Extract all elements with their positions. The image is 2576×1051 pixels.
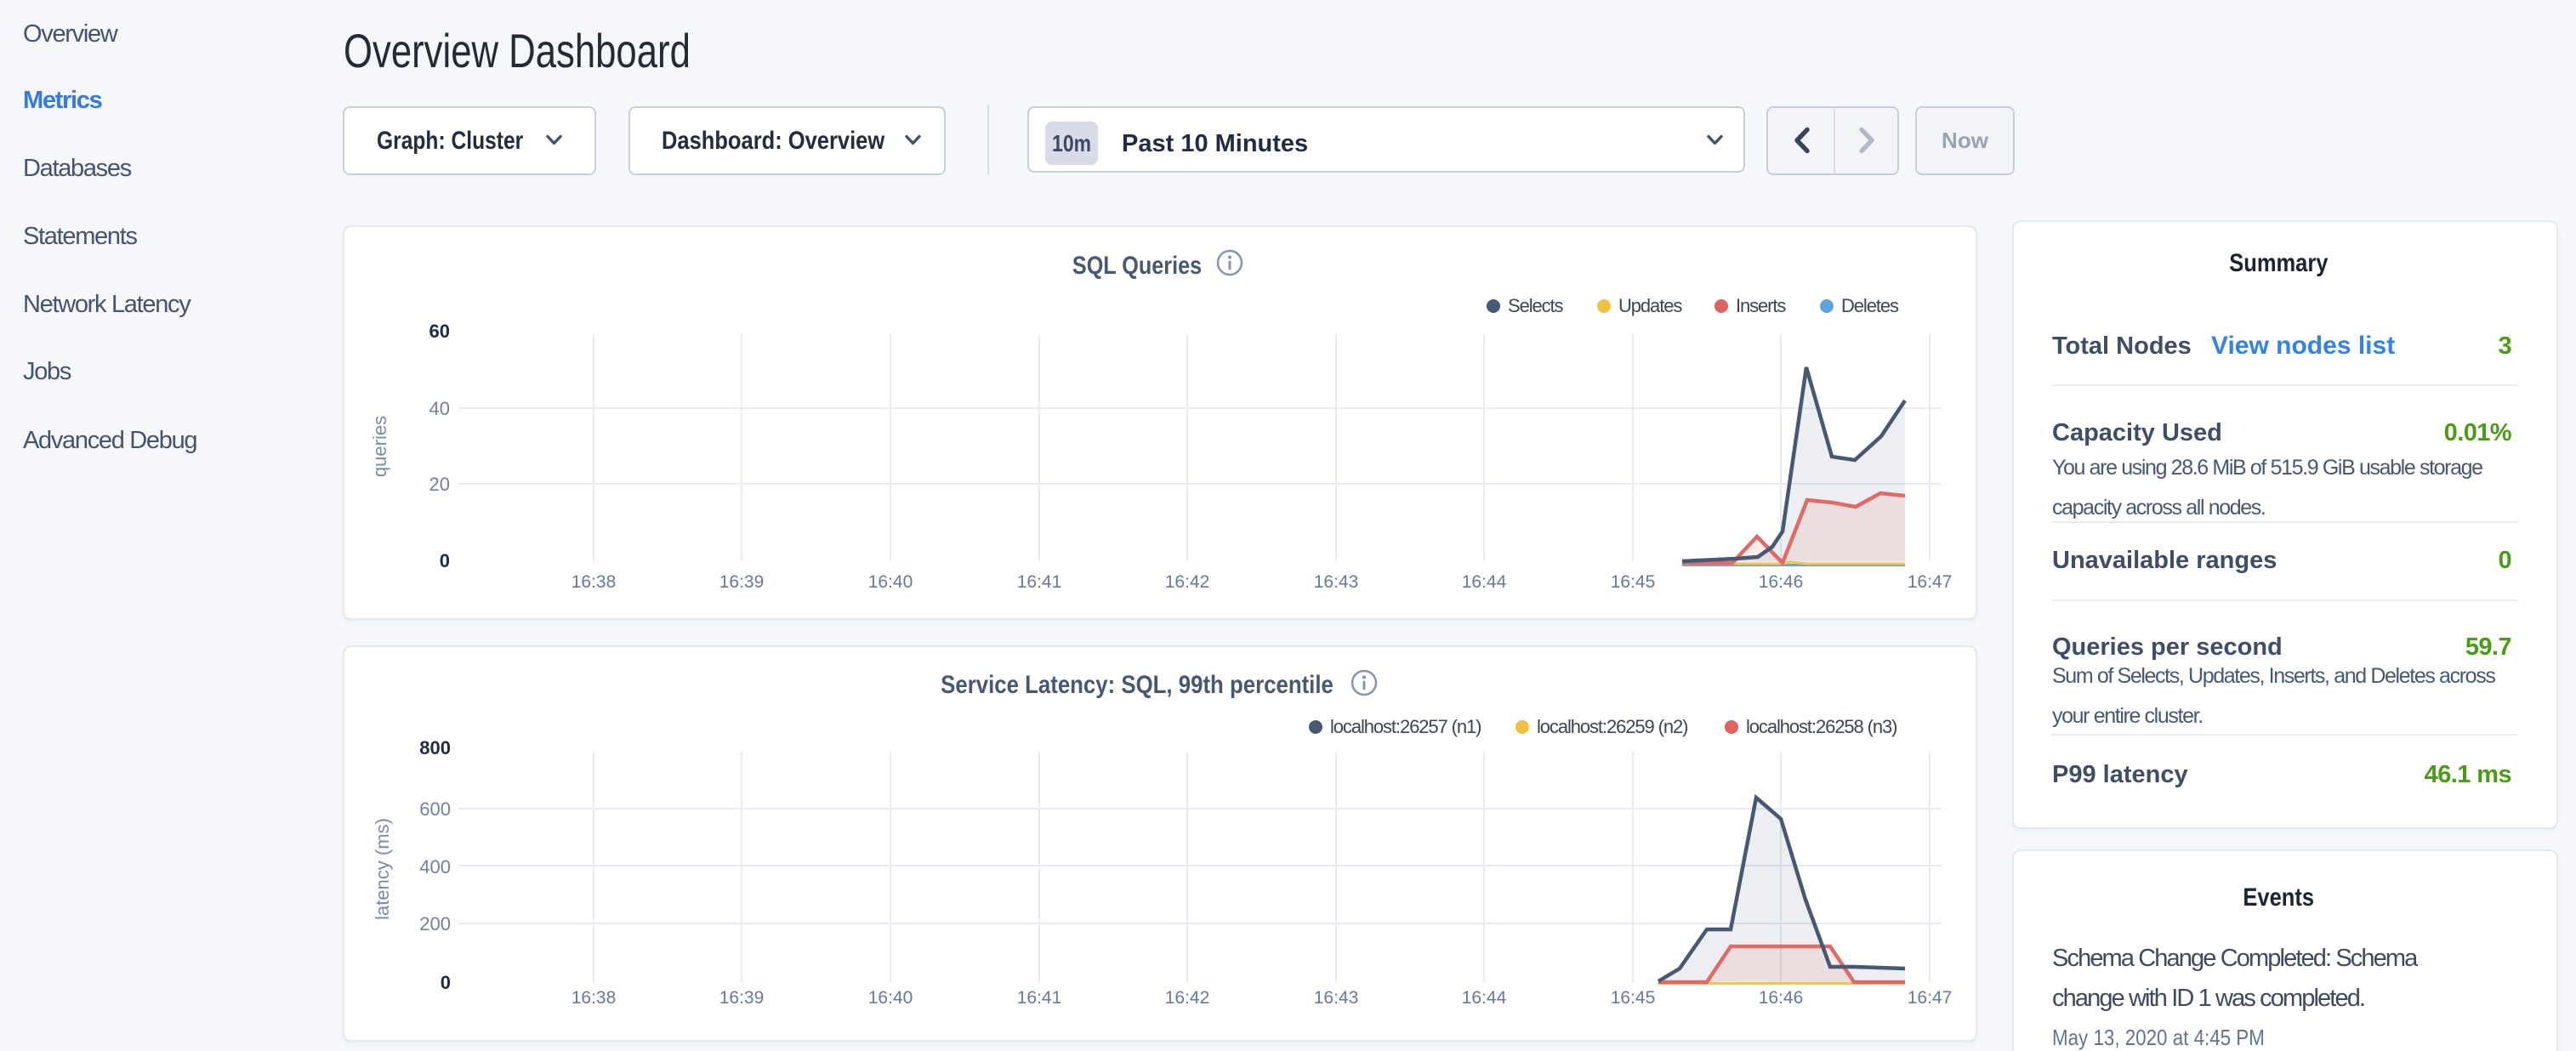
svg-text:16:40: 16:40	[868, 572, 913, 592]
svg-text:800: 800	[419, 737, 451, 758]
svg-text:16:45: 16:45	[1611, 988, 1656, 1008]
svg-text:40: 40	[429, 398, 450, 419]
svg-text:16:44: 16:44	[1462, 988, 1507, 1008]
svg-text:16:46: 16:46	[1759, 988, 1804, 1008]
svg-text:16:39: 16:39	[719, 988, 765, 1008]
svg-text:600: 600	[419, 798, 451, 820]
svg-text:16:40: 16:40	[868, 988, 913, 1008]
svg-text:200: 200	[419, 913, 451, 935]
svg-text:16:42: 16:42	[1165, 572, 1210, 592]
svg-text:latency (ms): latency (ms)	[372, 818, 393, 920]
svg-text:16:46: 16:46	[1759, 572, 1804, 592]
svg-text:16:39: 16:39	[719, 572, 765, 592]
svg-text:20: 20	[429, 474, 450, 495]
svg-text:16:41: 16:41	[1017, 572, 1062, 592]
svg-text:16:42: 16:42	[1165, 988, 1210, 1008]
svg-text:16:44: 16:44	[1462, 572, 1507, 592]
svg-text:16:43: 16:43	[1314, 572, 1359, 592]
svg-text:16:38: 16:38	[571, 572, 617, 592]
svg-text:queries: queries	[369, 416, 390, 477]
svg-text:400: 400	[419, 856, 451, 878]
svg-text:60: 60	[429, 321, 450, 342]
svg-text:16:41: 16:41	[1017, 988, 1062, 1008]
svg-text:0: 0	[441, 972, 451, 993]
svg-text:16:43: 16:43	[1314, 988, 1359, 1008]
svg-text:16:45: 16:45	[1611, 572, 1656, 592]
svg-text:16:38: 16:38	[571, 988, 617, 1008]
svg-text:0: 0	[440, 550, 450, 571]
svg-text:16:47: 16:47	[1908, 572, 1953, 592]
svg-text:16:47: 16:47	[1908, 988, 1953, 1008]
